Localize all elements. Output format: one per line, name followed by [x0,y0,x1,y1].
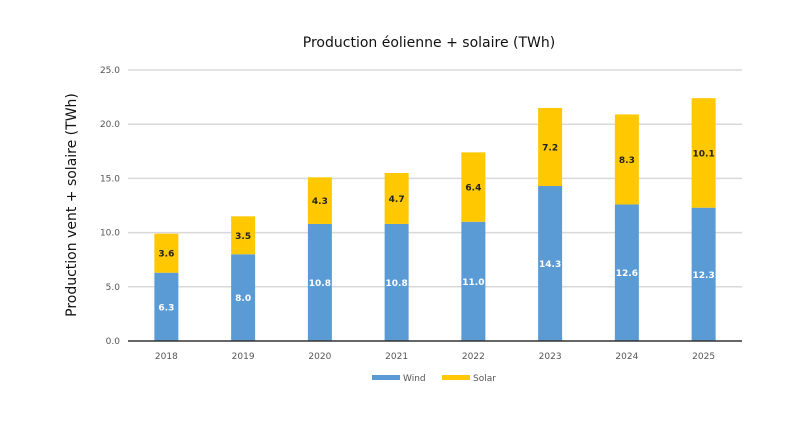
bar-solar-2022 [461,152,486,222]
bar-wind-2019 [231,254,256,341]
y-tick-label: 5.0 [106,283,121,293]
data-label: 12.6 [616,269,638,279]
bar-wind-2020 [307,223,332,341]
data-label: 6.4 [465,184,481,194]
bar-wind-2018 [154,272,179,341]
data-label: 4.3 [312,197,328,207]
legend-swatch-solar [442,375,470,380]
legend-swatch-wind [372,375,400,380]
y-axis-ticks: 0.0 5.0 10.0 15.0 20.0 25.0 [100,66,120,347]
bar-wind-2024 [614,204,639,341]
x-tick-label: 2025 [692,352,715,362]
data-label: 8.3 [619,156,635,166]
bar-wind-2022 [461,221,486,341]
bar-solar-2020 [307,177,332,224]
legend-label-solar: Solar [473,374,496,384]
bar-solar-2023 [538,107,563,186]
bar-solar-2019 [231,216,256,255]
data-label: 11.0 [462,278,484,288]
data-label: 10.8 [386,279,408,289]
bar-solar-2024 [614,114,639,205]
bars: 6.3 3.6 8.0 3.5 10.8 4.3 10.8 4.7 11.0 6.4 14.3 7.2… [154,98,716,341]
gridlines [128,69,742,288]
data-label: 14.3 [539,260,561,270]
data-label: 7.2 [542,143,558,153]
bar-wind-2023 [538,185,563,341]
data-label: 3.6 [158,250,174,260]
chart-title: Production éolienne + solaire (TWh) [303,35,555,51]
data-label: 4.7 [389,195,405,205]
data-label: 10.8 [309,279,331,289]
y-axis-label: Production vent + solaire (TWh) [64,93,80,317]
data-label: 12.3 [693,271,715,281]
x-tick-label: 2018 [155,352,178,362]
legend-label-wind: Wind [403,374,426,384]
x-tick-label: 2024 [615,352,638,362]
y-tick-label: 15.0 [100,174,120,184]
y-tick-label: 0.0 [106,337,121,347]
bar-solar-2025 [691,98,716,208]
legend: Wind Solar [372,374,496,384]
data-label: 10.1 [693,149,715,159]
x-tick-label: 2021 [385,352,408,362]
bar-wind-2021 [384,223,409,341]
data-label: 8.0 [235,294,251,304]
bar-wind-2025 [691,207,716,341]
y-tick-label: 10.0 [100,229,120,239]
x-tick-label: 2023 [539,352,562,362]
x-tick-label: 2020 [308,352,331,362]
y-tick-label: 20.0 [100,120,120,130]
bar-solar-2021 [384,172,409,224]
x-tick-label: 2019 [232,352,255,362]
y-tick-label: 25.0 [100,66,120,76]
bar-solar-2018 [154,233,179,273]
data-label: 6.3 [158,303,174,313]
x-axis-ticks: 2018 2019 2020 2021 2022 2023 2024 2025 [155,352,715,362]
data-label: 3.5 [235,232,251,242]
x-tick-label: 2022 [462,352,485,362]
